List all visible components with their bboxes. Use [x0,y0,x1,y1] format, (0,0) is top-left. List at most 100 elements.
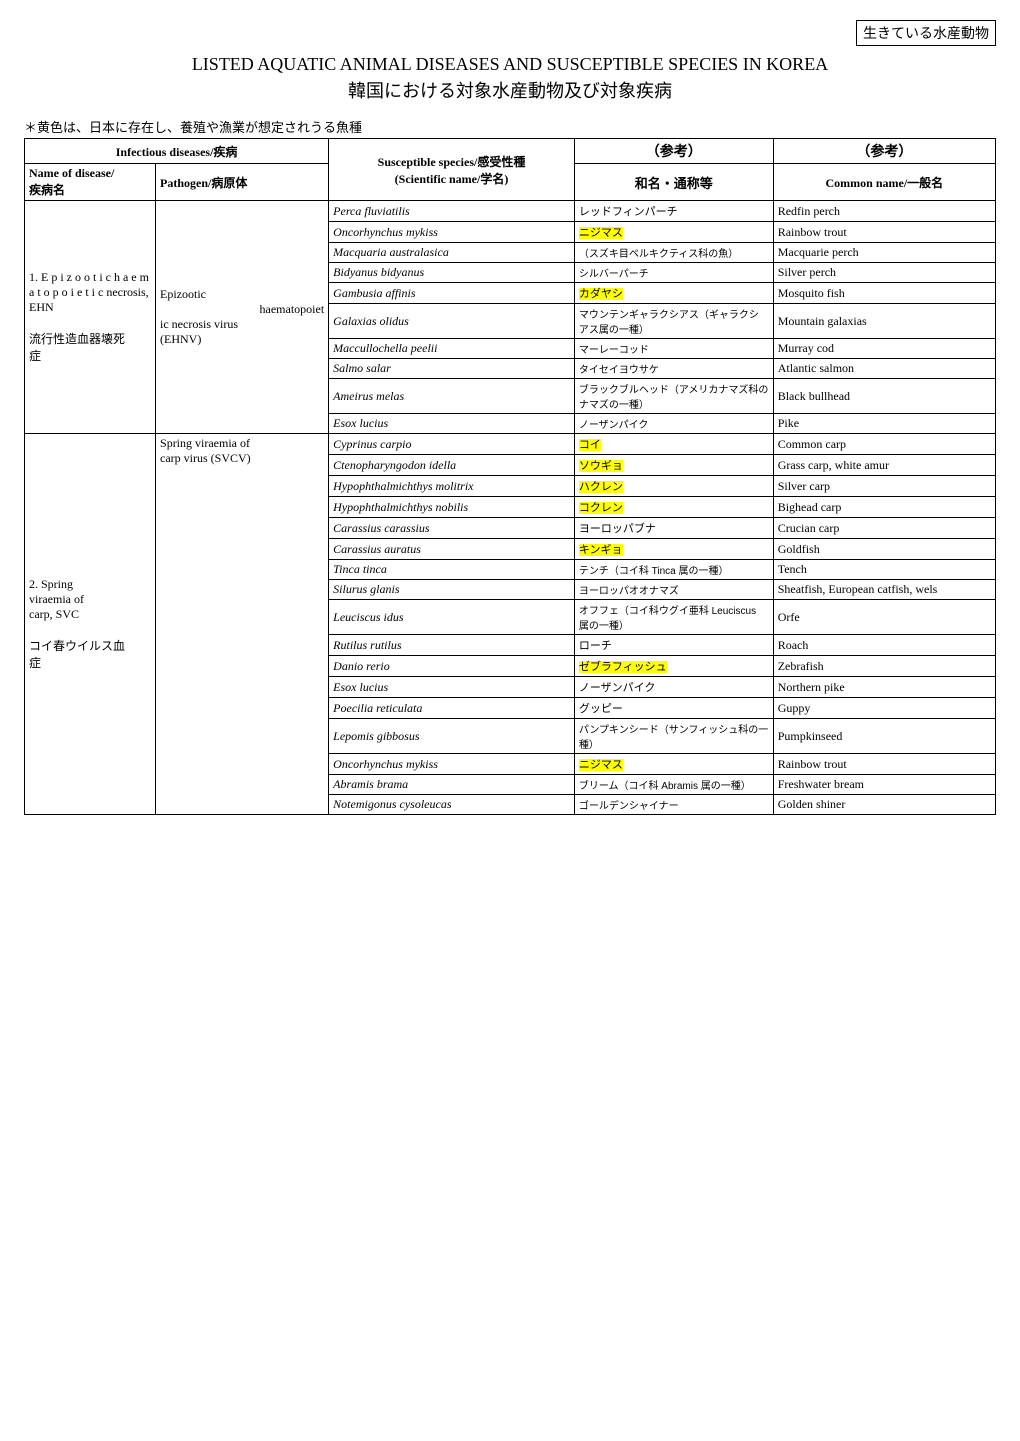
g1-en-5: Mountain galaxias [773,304,995,339]
g1-disease-jp-b: 症 [29,349,41,363]
g2-jp-1-txt: ソウギョ [579,460,623,472]
g2-disease-cell: 2. Spring viraemia of carp, SVC コイ春ウイルス血… [25,434,156,815]
g1-jp-1-txt: ニジマス [579,227,623,239]
g2-disease-en-c: carp, SVC [29,607,79,621]
g2-jp-13-txt: パンプキンシード（サンフィッシュ科の一種） [579,725,768,751]
g1-sci-2: Macquaria australasica [329,243,575,263]
g1-sci-8: Ameirus melas [329,379,575,414]
g2-jp-2-txt: ハクレン [579,481,623,493]
main-table: Infectious diseases/疾病 Susceptible speci… [24,138,996,815]
g2-en-12: Guppy [773,698,995,719]
hdr-ref1: （参考） [574,139,773,164]
g2-jp-14-txt: ニジマス [579,759,623,771]
g1-sci-5: Galaxias olidus [329,304,575,339]
g2-en-9: Roach [773,635,995,656]
g1-jp-2: （スズキ目ペルキクティス科の魚） [574,243,773,263]
g2-jp-9: ローチ [574,635,773,656]
g2-sci-1: Ctenopharyngodon idella [329,455,575,476]
g2-jp-8: オフフェ（コイ科ウグイ亜科 Leuciscus 属の一種） [574,600,773,635]
g2-row-0: 2. Spring viraemia of carp, SVC コイ春ウイルス血… [25,434,996,455]
hdr-species: Susceptible species/感受性種 (Scientific nam… [329,139,575,201]
g2-jp-2: ハクレン [574,476,773,497]
g1-disease-cell: 1. E p i z o o t i c h a e m a t o p o i… [25,201,156,434]
g1-row-0: 1. E p i z o o t i c h a e m a t o p o i… [25,201,996,222]
g1-jp-0: レッドフィンパーチ [574,201,773,222]
g1-jp-8-txt: ブラックブルヘッド（アメリカナマズ科のナマズの一種） [579,385,769,411]
g2-jp-15: ブリーム（コイ科 Abramis 属の一種） [574,775,773,795]
hdr-species-a: Susceptible species/感受性種 [378,155,526,169]
g1-jp-7-txt: タイセイヨウサケ [579,365,659,376]
g2-sci-8: Leuciscus idus [329,600,575,635]
g1-jp-6-txt: マーレーコッド [579,345,649,356]
g1-sci-3: Bidyanus bidyanus [329,263,575,283]
g2-en-14: Rainbow trout [773,754,995,775]
g2-jp-3: コクレン [574,497,773,518]
g2-jp-5: キンギョ [574,539,773,560]
g2-sci-15: Abramis brama [329,775,575,795]
title-jp: 韓国における対象水産動物及び対象疾病 [24,77,996,103]
g1-path-d: (EHNV) [160,332,201,346]
g1-disease-jp-a: 流行性造血器壊死 [29,332,125,346]
g1-path-c: ic necrosis virus [160,317,238,331]
g2-en-7: Sheatfish, European catfish, wels [773,580,995,600]
g2-jp-7-txt: ヨーロッパオオナマズ [579,586,679,597]
g2-jp-6: テンチ（コイ科 Tinca 属の一種） [574,560,773,580]
g2-pathogen-cell: Spring viraemia of carp virus (SVCV) [156,434,329,815]
g2-en-0: Common carp [773,434,995,455]
g1-pathogen-cell: Epizootic haematopoiet ic necrosis virus… [156,201,329,434]
g2-sci-3: Hypophthalmichthys nobilis [329,497,575,518]
hdr-common: Common name/一般名 [773,164,995,201]
g2-sci-9: Rutilus rutilus [329,635,575,656]
g2-en-5: Goldfish [773,539,995,560]
g1-jp-0-txt: レッドフィンパーチ [579,206,678,218]
hdr-name-of-disease: Name of disease/ 疾病名 [25,164,156,201]
g2-en-3: Bighead carp [773,497,995,518]
g2-en-13: Pumpkinseed [773,719,995,754]
g2-sci-4: Carassius carassius [329,518,575,539]
g1-sci-6: Maccullochella peelii [329,339,575,359]
hdr-pathogen-a: Pathogen/病原体 [160,176,247,190]
g2-jp-12: グッピー [574,698,773,719]
g2-en-11: Northern pike [773,677,995,698]
g1-sci-1: Oncorhynchus mykiss [329,222,575,243]
g2-jp-4-txt: ヨーロッパブナ [579,523,656,535]
g2-path-b: carp virus (SVCV) [160,451,251,465]
g2-en-2: Silver carp [773,476,995,497]
g1-sci-4: Gambusia affinis [329,283,575,304]
g1-en-4: Mosquito fish [773,283,995,304]
g2-sci-12: Poecilia reticulata [329,698,575,719]
g1-jp-7: タイセイヨウサケ [574,359,773,379]
g1-en-3: Silver perch [773,263,995,283]
g1-jp-9-txt: ノーザンパイク [579,420,649,431]
g2-en-8: Orfe [773,600,995,635]
g2-en-6: Tench [773,560,995,580]
g2-sci-6: Tinca tinca [329,560,575,580]
g2-sci-11: Esox lucius [329,677,575,698]
g2-disease-en-b: viraemia of [29,592,84,606]
g2-disease-jp-a: コイ春ウイルス血 [29,639,125,653]
hdr-nod-a: Name of disease/ [29,166,114,180]
g1-jp-6: マーレーコッド [574,339,773,359]
g2-en-16: Golden shiner [773,795,995,815]
g1-jp-1: ニジマス [574,222,773,243]
g2-disease-en-a: 2. Spring [29,577,73,591]
g2-jp-4: ヨーロッパブナ [574,518,773,539]
g2-en-10: Zebrafish [773,656,995,677]
g2-en-4: Crucian carp [773,518,995,539]
g2-jp-7: ヨーロッパオオナマズ [574,580,773,600]
g2-jp-16: ゴールデンシャイナー [574,795,773,815]
g2-path-a: Spring viraemia of [160,436,250,450]
hdr-species-b: (Scientific name/学名) [395,172,509,186]
g1-path-b: haematopoiet [160,302,324,317]
g1-jp-3: シルバーパーチ [574,263,773,283]
g2-jp-14: ニジマス [574,754,773,775]
g1-jp-4: カダヤシ [574,283,773,304]
g2-sci-5: Carassius auratus [329,539,575,560]
g1-path-a: Epizootic [160,287,206,301]
g2-jp-16-txt: ゴールデンシャイナー [579,801,679,812]
g2-jp-6-txt: テンチ（コイ科 Tinca 属の一種） [579,566,729,577]
g2-sci-14: Oncorhynchus mykiss [329,754,575,775]
g1-jp-9: ノーザンパイク [574,414,773,434]
g1-en-2: Macquarie perch [773,243,995,263]
g2-sci-13: Lepomis gibbosus [329,719,575,754]
